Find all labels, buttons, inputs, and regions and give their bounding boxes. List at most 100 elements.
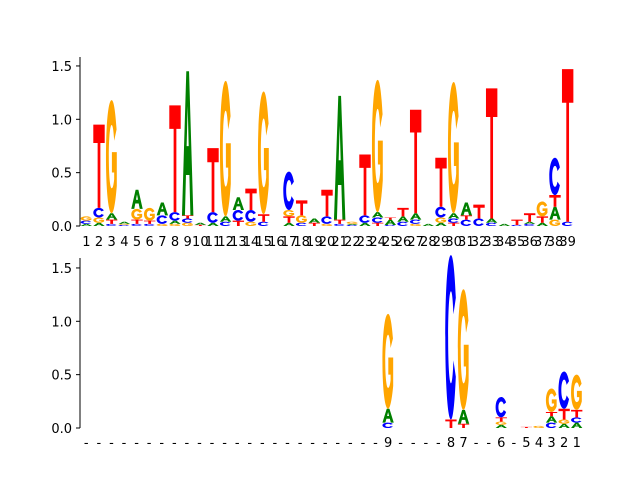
- letter-A: [435, 222, 447, 226]
- letter-A: [346, 223, 359, 225]
- letter-T: [435, 157, 447, 207]
- letter-C: [523, 223, 535, 226]
- letter-A: [232, 197, 245, 210]
- letter-C: [283, 171, 294, 210]
- position-label: 22: [344, 235, 361, 250]
- letter-G: [257, 91, 269, 215]
- letter-T: [194, 224, 207, 226]
- position-label: 2: [95, 235, 103, 250]
- letter-C: [93, 207, 104, 218]
- letter-T: [549, 195, 561, 207]
- y-axis-top: 0.0 0.5 1.0 1.5: [51, 57, 81, 235]
- position-label: -: [159, 436, 164, 451]
- letter-C: [207, 212, 218, 223]
- letter-C: [232, 210, 244, 221]
- position-label: 5: [522, 436, 530, 451]
- letter-T: [447, 222, 460, 226]
- letter-C: [181, 218, 193, 223]
- letter-G: [169, 223, 181, 226]
- letter-G: [143, 207, 155, 221]
- letter-T: [257, 214, 270, 222]
- letter-T: [371, 222, 384, 226]
- letter-A: [571, 422, 583, 429]
- position-label: 33: [483, 235, 500, 250]
- position-label: 31: [458, 235, 475, 250]
- letter-A: [333, 95, 346, 220]
- letter-G: [321, 223, 333, 226]
- y-tick-label: 0.0: [51, 422, 72, 437]
- position-label: 1: [82, 235, 90, 250]
- position-label: -: [260, 436, 265, 451]
- position-label: 20: [319, 235, 336, 250]
- letter-T: [545, 412, 558, 417]
- position-label: 13: [230, 235, 247, 250]
- position-label: -: [185, 436, 190, 451]
- position-label: 7: [459, 436, 467, 451]
- letter-T: [245, 188, 257, 210]
- letter-A: [384, 219, 397, 225]
- letter-C: [397, 221, 408, 226]
- y-tick-label: 0.5: [51, 167, 72, 182]
- letter-C: [435, 206, 446, 218]
- letter-A: [283, 222, 295, 226]
- letter-G: [435, 217, 447, 223]
- position-label: -: [423, 436, 428, 451]
- position-label: -: [323, 436, 328, 451]
- y-tick-label: 1.0: [51, 113, 72, 128]
- x-labels-top: 1 2 3 4 5 6 7 8 9 1011121314151617181920212223242…: [82, 235, 576, 250]
- letter-T: [169, 105, 181, 213]
- letter-C: [561, 221, 573, 226]
- letter-G: [495, 421, 507, 425]
- position-label: -: [97, 436, 102, 451]
- letter-A: [457, 409, 470, 424]
- position-label: 8: [171, 235, 179, 250]
- position-label: 15: [255, 235, 272, 250]
- letter-C: [384, 224, 396, 226]
- letter-G: [118, 223, 130, 225]
- letter-G: [219, 80, 231, 217]
- position-label: 39: [559, 235, 576, 250]
- letter-T: [359, 154, 371, 216]
- position-label: 4: [535, 436, 543, 451]
- letter-C: [219, 221, 231, 226]
- position-label: -: [273, 436, 278, 451]
- letter-A: [181, 71, 194, 216]
- letter-G: [156, 223, 168, 226]
- letter-C: [511, 224, 522, 226]
- position-label: -: [222, 436, 227, 451]
- position-label: 28: [420, 235, 437, 250]
- letter-C: [473, 218, 484, 226]
- letter-A: [495, 424, 507, 428]
- letter-A: [382, 408, 394, 423]
- letter-C: [131, 223, 142, 226]
- letter-G: [283, 210, 295, 217]
- letter-C: [143, 223, 155, 226]
- letter-T: [105, 219, 118, 224]
- letter-G: [105, 100, 117, 214]
- letter-C: [156, 215, 168, 224]
- letter-C: [571, 417, 582, 423]
- position-label: 9: [384, 436, 392, 451]
- letter-A: [156, 202, 169, 216]
- letter-T: [536, 216, 549, 223]
- y-tick-label: 1.5: [51, 60, 72, 75]
- letter-A: [105, 213, 118, 220]
- position-label: 30: [445, 235, 462, 250]
- letter-A: [558, 423, 570, 428]
- y-tick-label: 0.5: [51, 369, 72, 384]
- position-label: 24: [369, 235, 386, 250]
- position-label: 12: [217, 235, 234, 250]
- position-label: -: [122, 436, 127, 451]
- letter-A: [485, 218, 498, 223]
- letter-T: [485, 88, 498, 219]
- letter-A: [169, 220, 181, 224]
- letter-T: [207, 148, 219, 213]
- letter-T: [457, 423, 470, 428]
- y-tick-label: 0.0: [51, 220, 72, 235]
- letter-C: [409, 219, 421, 224]
- position-label: -: [436, 436, 441, 451]
- position-label: -: [134, 436, 139, 451]
- letter-T: [308, 222, 321, 226]
- letter-C: [295, 222, 307, 226]
